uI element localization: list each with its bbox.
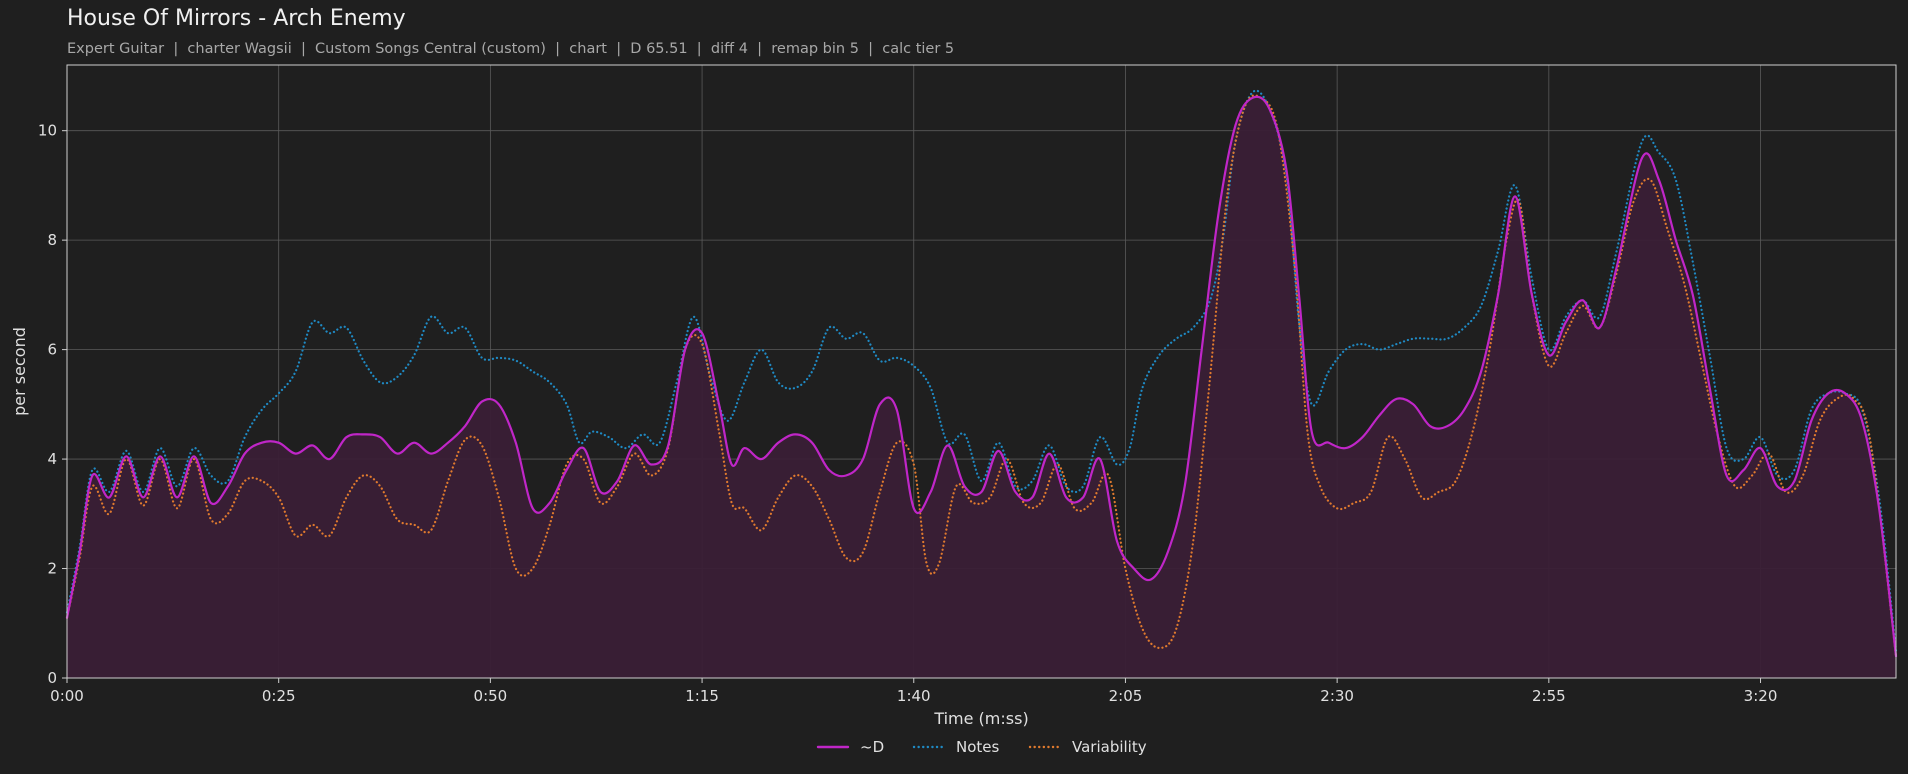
x-tick-label: 3:20 bbox=[1744, 687, 1778, 705]
x-tick-label: 2:30 bbox=[1320, 687, 1354, 705]
legend-label-notes: Notes bbox=[956, 738, 1000, 756]
y-axis-ticks: 0 2 4 6 8 10 bbox=[38, 122, 67, 687]
area-fills bbox=[67, 96, 1896, 679]
y-tick-label: 8 bbox=[47, 231, 57, 249]
series-line-variability bbox=[65, 94, 1898, 658]
x-tick-label: 1:40 bbox=[897, 687, 931, 705]
legend-label-d: ~D bbox=[860, 738, 884, 756]
plot-frame bbox=[66, 64, 1897, 679]
series-line-notes bbox=[65, 89, 1898, 652]
series-line-d bbox=[65, 95, 1898, 658]
chart-title: House Of Mirrors - Arch Enemy bbox=[67, 6, 406, 31]
x-axis-label: Time (m:ss) bbox=[933, 709, 1028, 728]
y-tick-label: 10 bbox=[38, 122, 57, 140]
y-tick-label: 6 bbox=[47, 341, 57, 359]
x-tick-label: 2:05 bbox=[1109, 687, 1143, 705]
x-axis-ticks: 0:00 0:25 0:50 1:15 1:40 2:05 2:30 2:55 3:20 bbox=[50, 678, 1777, 705]
x-tick-label: 0:25 bbox=[262, 687, 296, 705]
y-axis-label: per second bbox=[10, 327, 29, 416]
x-tick-label: 0:00 bbox=[50, 687, 84, 705]
series-fill-d bbox=[67, 96, 1896, 679]
x-tick-label: 0:50 bbox=[474, 687, 508, 705]
y-tick-label: 4 bbox=[47, 450, 57, 468]
y-tick-label: 2 bbox=[47, 560, 57, 578]
x-tick-label: 1:15 bbox=[685, 687, 719, 705]
legend: ~D Notes Variability bbox=[816, 738, 1147, 756]
y-tick-label: 0 bbox=[47, 669, 57, 687]
legend-label-variability: Variability bbox=[1072, 738, 1147, 756]
x-tick-label: 2:55 bbox=[1532, 687, 1566, 705]
chart-subtitle: Expert Guitar | charter Wagsii | Custom … bbox=[67, 41, 955, 57]
series-lines bbox=[65, 89, 1898, 658]
